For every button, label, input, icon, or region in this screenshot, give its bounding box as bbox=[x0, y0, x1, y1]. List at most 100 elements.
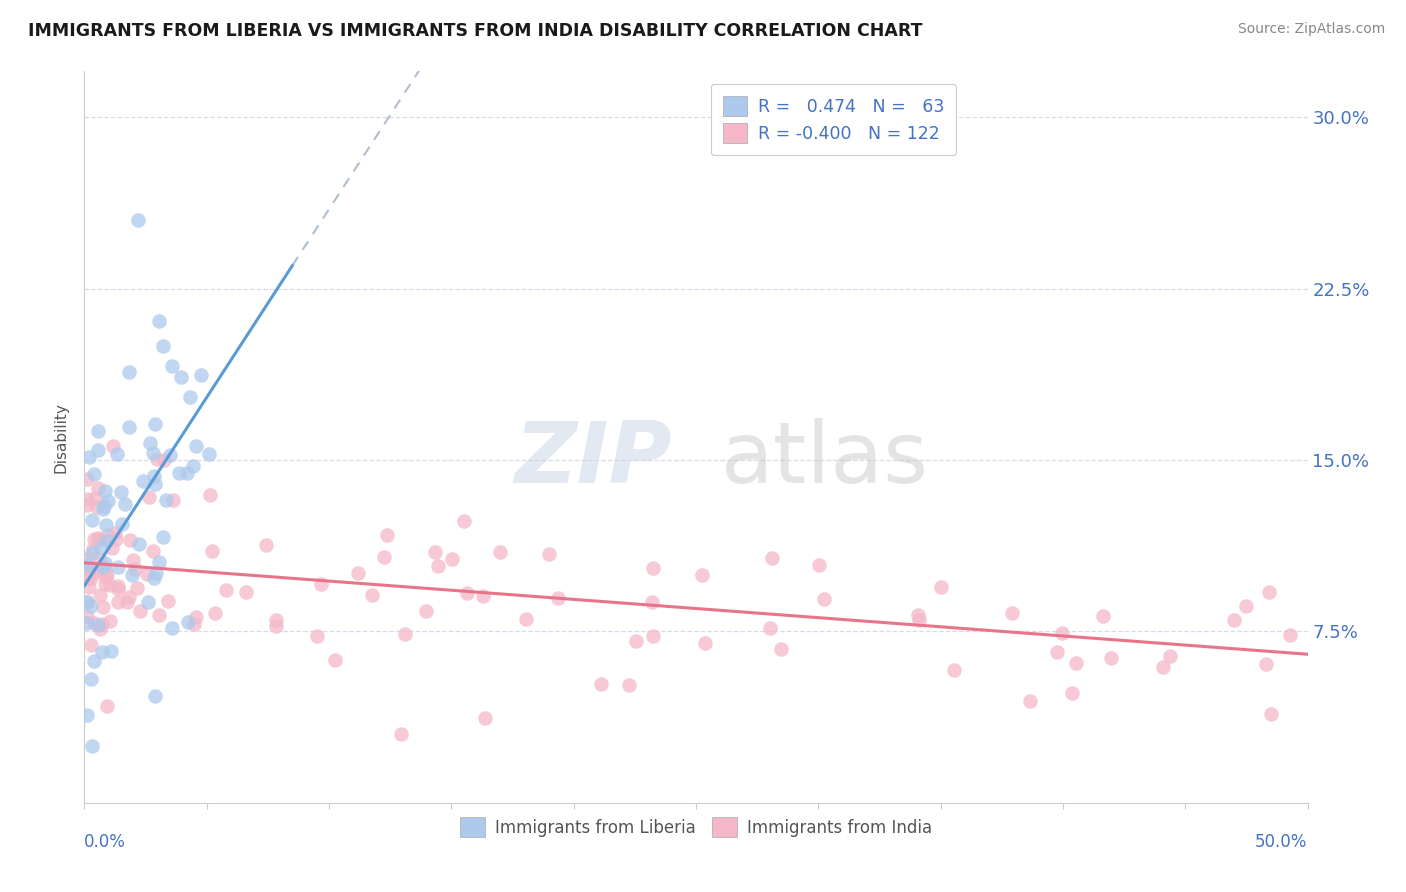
Point bbox=[148, 608, 170, 623]
Point bbox=[1001, 606, 1024, 620]
Point bbox=[96, 570, 118, 584]
Point bbox=[118, 591, 141, 605]
Point bbox=[373, 550, 395, 565]
Point bbox=[96, 699, 118, 714]
Point bbox=[125, 581, 148, 595]
Point bbox=[76, 615, 98, 630]
Point bbox=[90, 540, 112, 554]
Point bbox=[93, 599, 115, 614]
Point bbox=[162, 621, 184, 635]
Point bbox=[76, 572, 98, 586]
Point bbox=[107, 582, 129, 597]
Point bbox=[190, 368, 212, 382]
Point bbox=[91, 616, 114, 631]
Point bbox=[153, 453, 176, 467]
Point bbox=[170, 370, 193, 384]
Point bbox=[183, 459, 205, 474]
Point bbox=[79, 561, 101, 575]
Point bbox=[111, 516, 134, 531]
Point bbox=[97, 528, 120, 542]
Point bbox=[143, 469, 166, 483]
Point bbox=[129, 604, 152, 618]
Point bbox=[931, 580, 953, 594]
Point bbox=[1046, 645, 1069, 659]
Point bbox=[96, 533, 118, 548]
Point bbox=[1152, 660, 1174, 674]
Point bbox=[83, 533, 105, 547]
Point bbox=[76, 594, 98, 608]
Point bbox=[770, 642, 793, 657]
Point bbox=[1019, 693, 1042, 707]
Point bbox=[266, 613, 288, 627]
Point bbox=[807, 558, 830, 572]
Point bbox=[107, 560, 129, 574]
Point bbox=[177, 615, 200, 630]
Point bbox=[186, 610, 208, 624]
Point bbox=[94, 577, 117, 591]
Point bbox=[152, 338, 174, 352]
Point bbox=[76, 595, 98, 609]
Point bbox=[98, 614, 121, 628]
Point bbox=[441, 552, 464, 566]
Point bbox=[201, 543, 224, 558]
Point bbox=[215, 583, 238, 598]
Point bbox=[86, 500, 108, 514]
Point bbox=[94, 483, 117, 498]
Point bbox=[325, 653, 347, 667]
Text: 0.0%: 0.0% bbox=[84, 833, 127, 851]
Point bbox=[515, 612, 537, 626]
Point bbox=[1062, 686, 1084, 700]
Point bbox=[179, 390, 201, 404]
Point bbox=[456, 586, 478, 600]
Point bbox=[908, 613, 931, 627]
Point bbox=[1257, 585, 1279, 599]
Point bbox=[80, 570, 103, 584]
Point bbox=[426, 558, 449, 573]
Point bbox=[118, 420, 141, 434]
Point bbox=[76, 558, 98, 572]
Point bbox=[83, 467, 105, 481]
Point bbox=[124, 562, 146, 576]
Point bbox=[142, 544, 165, 558]
Point bbox=[138, 436, 160, 450]
Point bbox=[76, 498, 98, 512]
Point bbox=[110, 485, 132, 500]
Point bbox=[389, 727, 412, 741]
Point bbox=[346, 566, 368, 580]
Point bbox=[538, 547, 561, 561]
Point bbox=[415, 604, 437, 618]
Point bbox=[77, 450, 100, 464]
Point bbox=[93, 559, 115, 574]
Point bbox=[695, 635, 717, 649]
Point bbox=[93, 563, 115, 577]
Point bbox=[118, 365, 141, 379]
Point bbox=[942, 664, 965, 678]
Point bbox=[80, 599, 103, 613]
Point bbox=[76, 708, 98, 723]
Point bbox=[87, 481, 110, 495]
Point bbox=[1278, 628, 1301, 642]
Point bbox=[309, 577, 332, 591]
Point bbox=[425, 545, 447, 559]
Point bbox=[101, 439, 124, 453]
Point bbox=[759, 621, 782, 635]
Point bbox=[200, 488, 222, 502]
Point bbox=[121, 568, 143, 582]
Point bbox=[77, 552, 100, 566]
Point bbox=[87, 424, 110, 438]
Point bbox=[617, 678, 640, 692]
Point bbox=[136, 595, 159, 609]
Point bbox=[76, 472, 98, 486]
Point bbox=[690, 568, 713, 582]
Point bbox=[87, 532, 110, 546]
Point bbox=[143, 571, 166, 585]
Point bbox=[89, 622, 111, 636]
Point bbox=[89, 552, 111, 566]
Point bbox=[1159, 648, 1181, 663]
Point bbox=[87, 531, 110, 545]
Point bbox=[264, 619, 287, 633]
Point bbox=[97, 493, 120, 508]
Point bbox=[453, 514, 475, 528]
Point bbox=[1256, 657, 1278, 672]
Point bbox=[1052, 626, 1074, 640]
